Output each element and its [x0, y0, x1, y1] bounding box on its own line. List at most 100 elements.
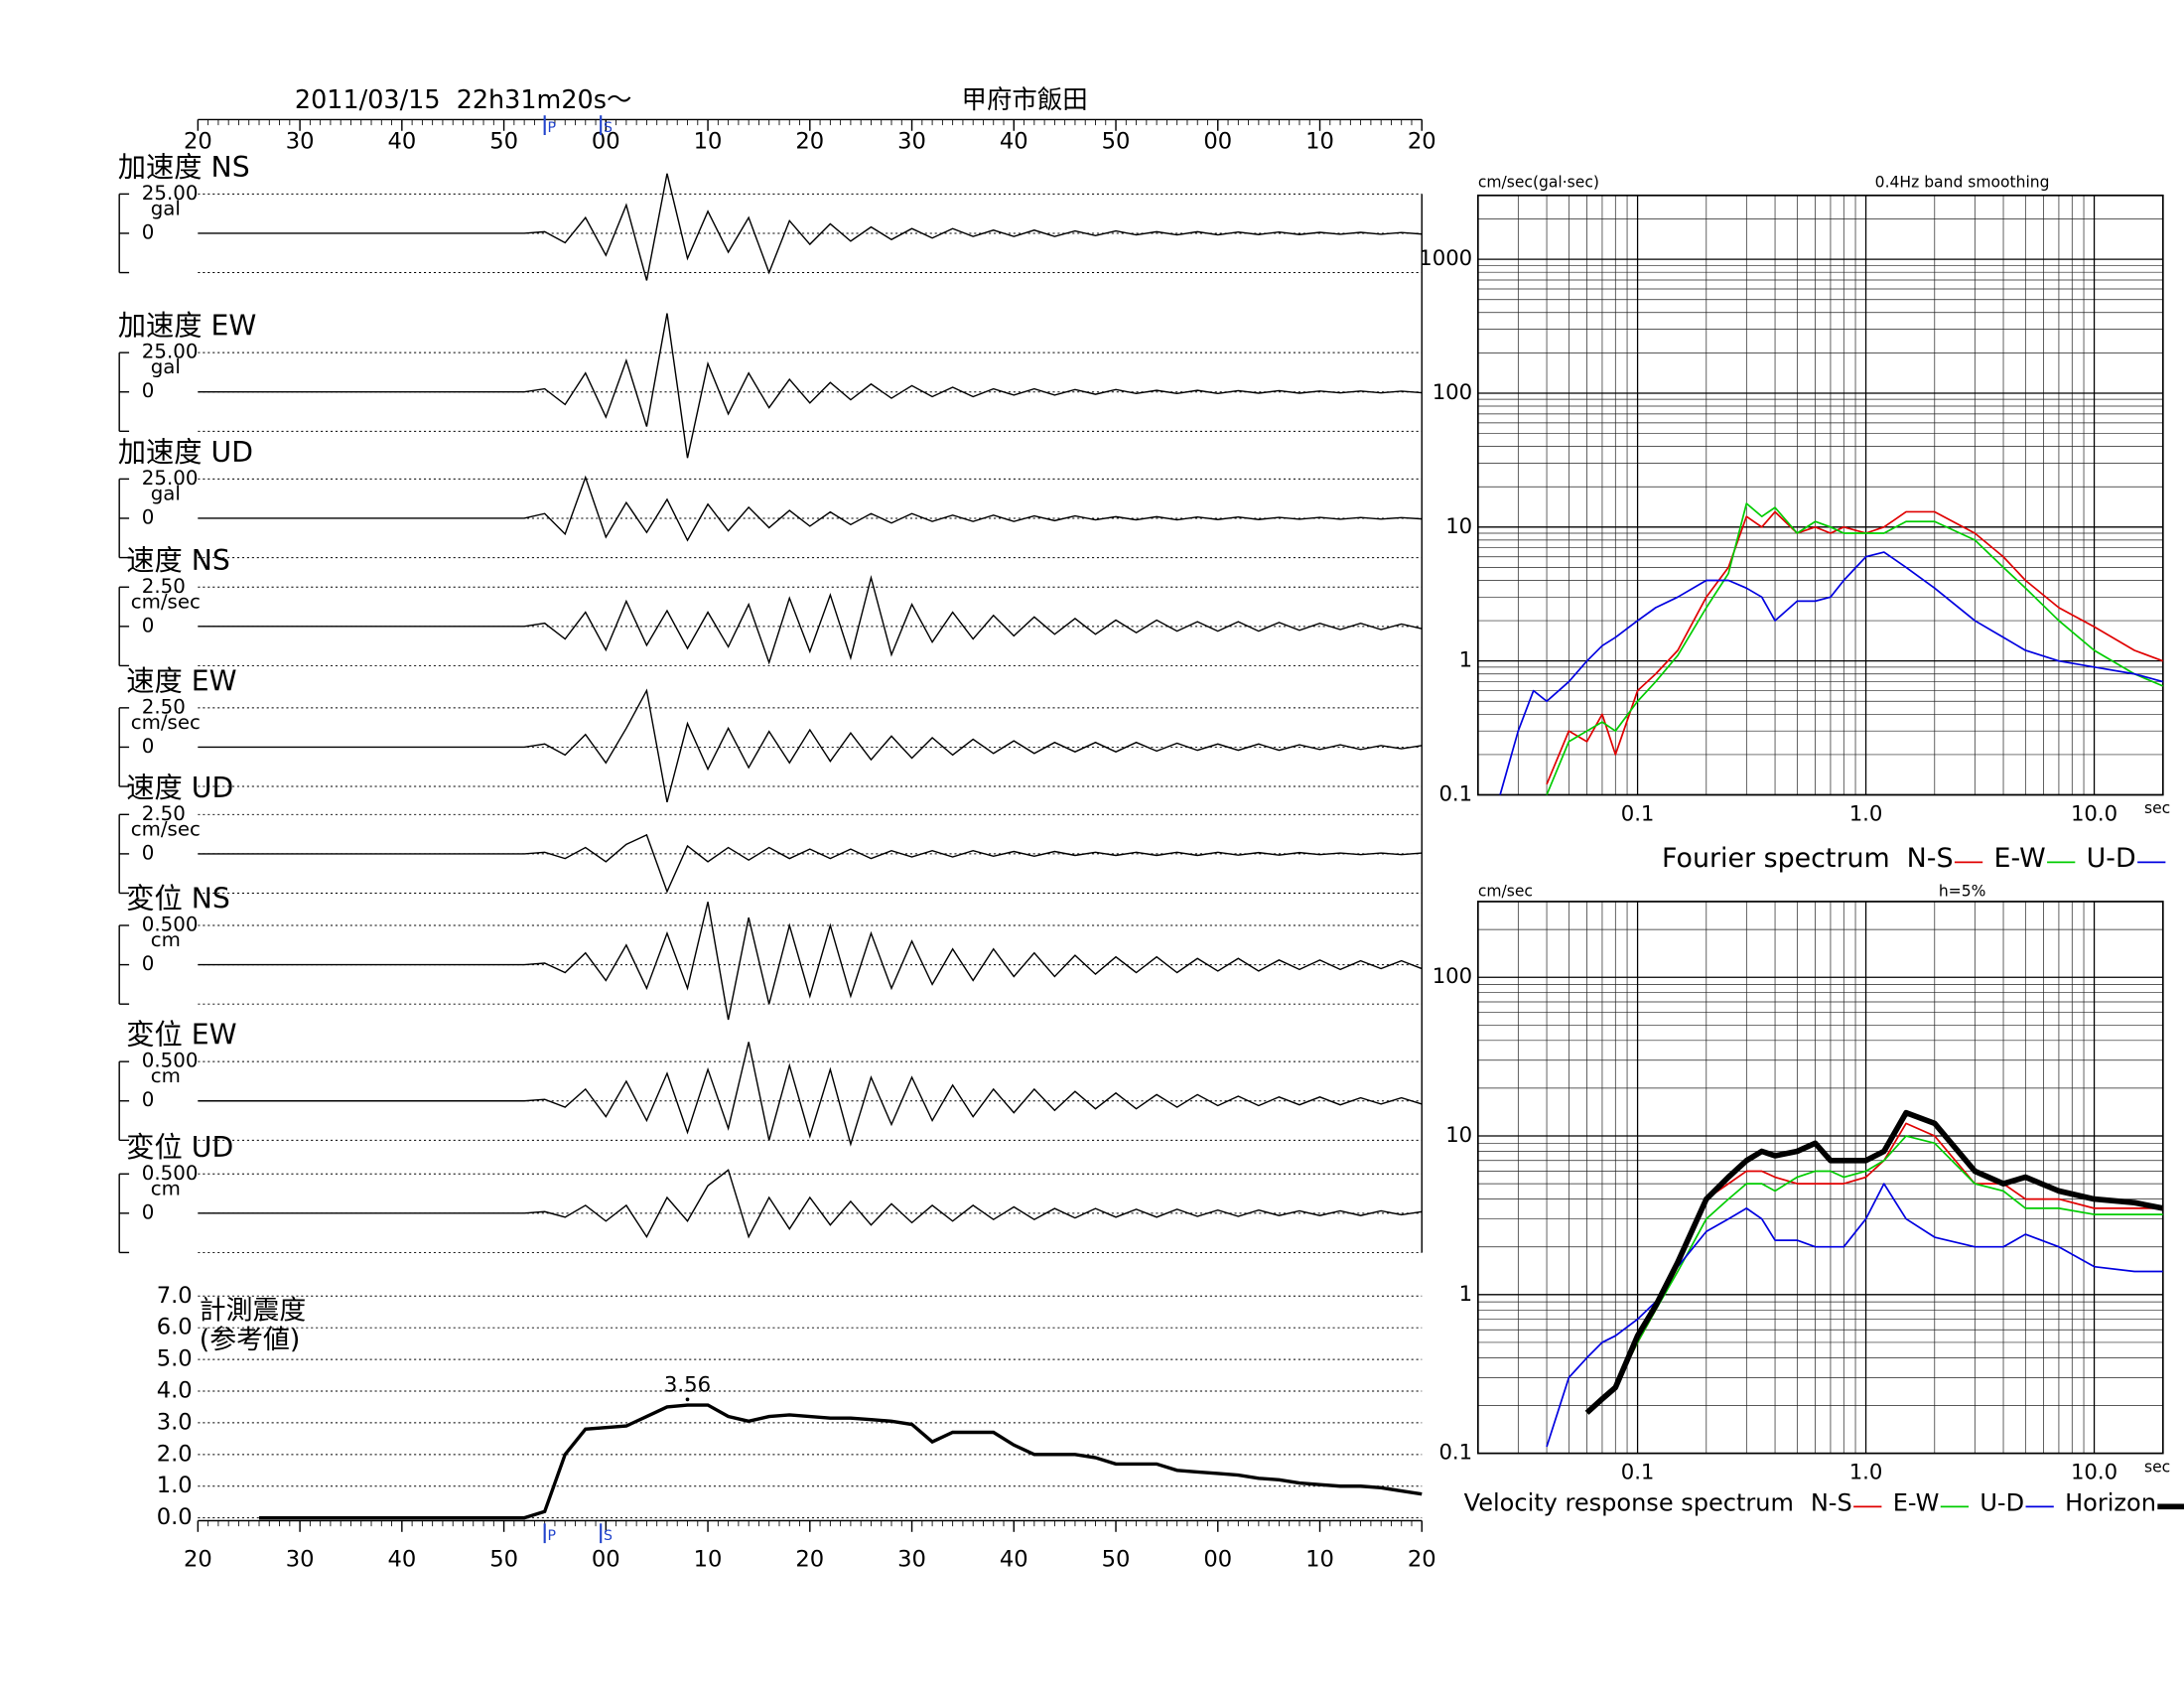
y-tick-label: 0.1	[1438, 781, 1472, 806]
station-name: 甲府市飯田	[962, 84, 1088, 114]
note: 0.4Hz band smoothing	[1875, 174, 2050, 192]
y-tick-label: 0	[142, 505, 155, 528]
y-tick-label: 25.00	[142, 341, 199, 363]
waveform	[198, 313, 1423, 459]
y-tick-label: 5.0	[157, 1346, 193, 1372]
y-tick-label: 7.0	[157, 1283, 193, 1309]
x-tick-label: 20	[1408, 1547, 1436, 1573]
y-unit: cm/sec(gal·sec)	[1478, 174, 1599, 192]
y-tick-label: 1	[1459, 647, 1472, 672]
phase-marker-label: P	[548, 120, 557, 136]
y-tick-label: 25.00	[142, 467, 199, 490]
x-tick-label: 10	[1305, 129, 1334, 155]
x-tick-label: 40	[387, 1547, 416, 1573]
waveform	[198, 574, 1423, 665]
x-tick-label: 20	[795, 129, 824, 155]
y-tick-label: 0	[142, 1200, 155, 1223]
y-tick-label: 1.0	[157, 1473, 193, 1498]
plot-area	[1499, 502, 2163, 795]
x-tick-label: 10	[694, 1547, 723, 1573]
x-tick-label: 10.0	[2071, 1459, 2117, 1483]
y-tick-label: 100	[1433, 379, 1472, 404]
y-tick-label: 0	[142, 841, 155, 864]
plot-frame	[1476, 194, 2164, 796]
waveform	[198, 475, 1423, 542]
trace-label: 変位 NS	[126, 883, 230, 915]
y-tick-label: 1	[1459, 1281, 1472, 1306]
x-tick-label: 10	[1305, 1547, 1334, 1573]
x-tick-label: 30	[897, 1547, 926, 1573]
y-tick-label: 10	[1445, 513, 1472, 538]
note: h=5%	[1939, 883, 1986, 901]
spectrum-line	[1546, 1183, 2163, 1448]
plot-area	[1546, 1109, 2163, 1448]
x-tick-label: 10.0	[2071, 800, 2117, 825]
y-tick-label: 0.1	[1438, 1440, 1472, 1465]
spectrum-line	[1546, 510, 2163, 785]
trace-unit: cm	[151, 1064, 181, 1087]
x-tick-label: 0.1	[1621, 1459, 1655, 1483]
x-tick-label: 50	[1102, 1547, 1131, 1573]
x-unit: sec	[2144, 1458, 2170, 1476]
trace-unit: cm	[151, 1177, 181, 1199]
legend-label: N-S	[1907, 843, 1954, 874]
x-tick-label: 00	[592, 129, 620, 155]
peak-dot	[685, 1397, 690, 1402]
legend-title: Velocity response spectrum	[1464, 1489, 1794, 1517]
x-tick-label: 00	[1203, 1547, 1232, 1573]
x-tick-label: 30	[286, 1547, 315, 1573]
trace-unit: gal	[151, 197, 181, 219]
waveform	[198, 688, 1423, 803]
trace-unit: cm/sec	[131, 711, 201, 734]
intensity-label: 計測震度	[200, 1295, 306, 1326]
waveform	[198, 1169, 1423, 1239]
y-tick-label: 0.0	[157, 1504, 193, 1530]
x-tick-label: 20	[184, 129, 212, 155]
y-tick-label: 0.500	[142, 1162, 199, 1185]
waveform	[198, 833, 1423, 894]
y-tick-label: 1000	[1419, 245, 1472, 270]
x-tick-label: 50	[1102, 129, 1131, 155]
y-tick-label: 2.50	[142, 802, 186, 825]
y-tick-label: 25.00	[142, 182, 199, 205]
x-tick-label: 20	[795, 1547, 824, 1573]
trace-label: 速度 EW	[126, 664, 236, 697]
trace-unit: gal	[151, 482, 181, 504]
y-tick-label: 0	[142, 614, 155, 636]
trace-label: 速度 UD	[126, 772, 233, 804]
spectrum-line	[1499, 551, 2163, 795]
legend-label: Horizon	[2065, 1489, 2156, 1517]
x-tick-label: 50	[489, 1547, 518, 1573]
trace-unit: cm	[151, 928, 181, 951]
y-tick-label: 0	[142, 952, 155, 975]
y-tick-label: 0.500	[142, 914, 199, 936]
y-tick-label: 2.50	[142, 695, 186, 718]
spectrum-line	[1584, 1109, 2163, 1415]
peak-label: 3.56	[664, 1371, 711, 1396]
y-tick-label: 6.0	[157, 1315, 193, 1340]
legend-label: E-W	[1893, 1489, 1940, 1517]
y-tick-label: 0	[142, 220, 155, 243]
trace-label: 変位 EW	[126, 1019, 236, 1052]
x-tick-label: 30	[286, 129, 315, 155]
y-tick-label: 4.0	[157, 1378, 193, 1404]
trace-label: 加速度 EW	[118, 310, 257, 343]
x-tick-label: 1.0	[1849, 800, 1883, 825]
y-tick-label: 0	[142, 379, 155, 402]
legend-label: N-S	[1811, 1489, 1852, 1517]
x-tick-label: 30	[897, 129, 926, 155]
waveform	[198, 1042, 1423, 1147]
x-tick-label: 00	[592, 1547, 620, 1573]
legend-title: Fourier spectrum	[1662, 843, 1890, 874]
trace-label: 加速度 UD	[118, 436, 253, 469]
legend-label: U-D	[1979, 1489, 2024, 1517]
x-unit: sec	[2144, 799, 2170, 817]
x-tick-label: 0.1	[1621, 800, 1655, 825]
y-tick-label: 10	[1445, 1122, 1472, 1147]
x-tick-label: 10	[694, 129, 723, 155]
plot-frame	[1476, 901, 2164, 1455]
legend-label: E-W	[1994, 843, 2046, 874]
x-tick-label: 1.0	[1849, 1459, 1883, 1483]
